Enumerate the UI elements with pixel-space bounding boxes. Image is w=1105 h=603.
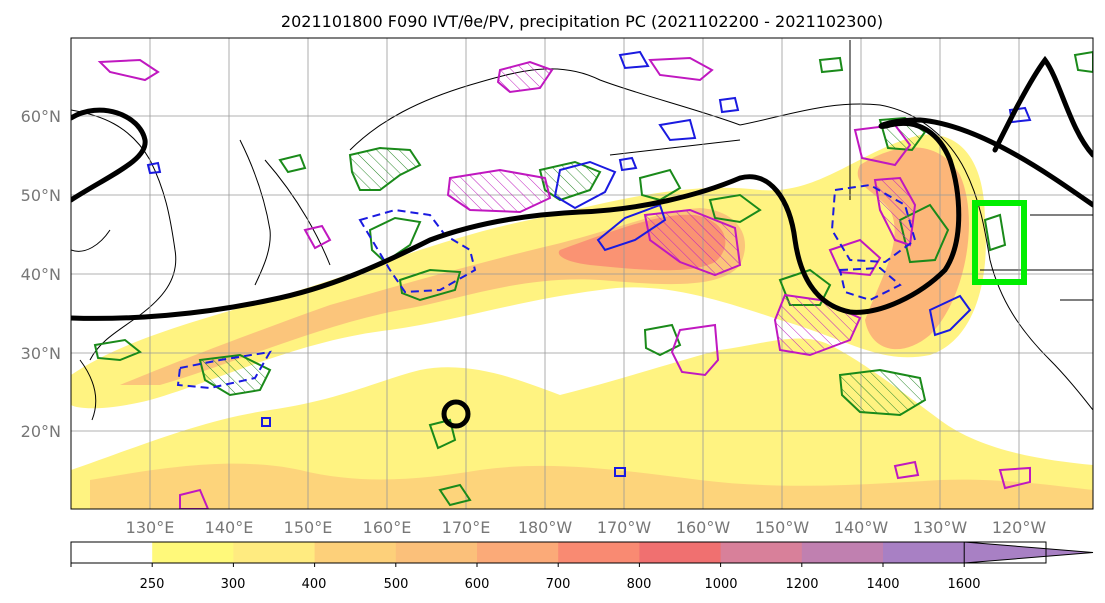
map-panel <box>70 37 1094 510</box>
colorbar-tick-label: 400 <box>302 577 327 592</box>
lon-label: 170°W <box>597 518 652 537</box>
colorbar-tick-label: 700 <box>546 577 571 592</box>
lon-label: 160°E <box>363 518 412 537</box>
colorbar-ticks <box>70 563 965 567</box>
colorbar-tick-label: 300 <box>221 577 246 592</box>
colorbar-cells <box>71 542 965 563</box>
ivt-band-south <box>71 338 1093 509</box>
lon-label: 170°E <box>442 518 491 537</box>
lat-label: 30°N <box>21 344 61 363</box>
colorbar: 250 300 400 500 600 700 800 1000 1200 14… <box>70 541 1094 592</box>
colorbar-cell <box>477 542 559 563</box>
region-highlight-box <box>972 200 1027 285</box>
theta-e-north <box>71 107 148 203</box>
colorbar-cell <box>801 542 884 563</box>
colorbar-cell <box>883 542 965 563</box>
lon-label: 130°E <box>126 518 175 537</box>
lat-label: 60°N <box>21 107 61 126</box>
colorbar-tick-labels: 250 300 400 500 600 700 800 1000 1200 14… <box>140 577 981 592</box>
colorbar-cell <box>558 542 640 563</box>
lon-label: 120°W <box>992 518 1047 537</box>
longitude-labels: 130°E 140°E 150°E 160°E 170°E 180°W 170°… <box>126 518 1047 537</box>
colorbar-cell <box>314 542 397 563</box>
colorbar-tick-label: 800 <box>627 577 652 592</box>
theta-e-contours <box>71 55 1093 429</box>
colorbar-tick-label: 1000 <box>704 577 737 592</box>
figure-title: 2021101800 F090 IVT/θe/PV, precipitation… <box>281 12 883 31</box>
colorbar-cell <box>720 542 803 563</box>
latitude-labels: 60°N 50°N 40°N 30°N 20°N <box>21 107 61 441</box>
lon-label: 140°W <box>834 518 889 537</box>
lat-label: 50°N <box>21 186 61 205</box>
colorbar-tick-label: 1600 <box>947 577 980 592</box>
ivt-band-south-core <box>90 463 1093 509</box>
lon-label: 150°W <box>755 518 810 537</box>
lat-label: 20°N <box>21 422 61 441</box>
lat-label: 40°N <box>21 265 61 284</box>
colorbar-cell <box>233 542 316 563</box>
colorbar-tick-label: 1400 <box>866 577 899 592</box>
colorbar-cell <box>152 542 234 563</box>
map-frame <box>70 37 1094 510</box>
theta-e-ring <box>441 399 471 429</box>
pv-contours-magenta <box>97 56 1031 509</box>
colorbar-tick-label: 600 <box>465 577 490 592</box>
pv-contours-blue <box>146 50 1032 477</box>
colorbar-cell <box>71 542 153 563</box>
lon-label: 140°E <box>205 518 254 537</box>
lon-label: 150°E <box>284 518 333 537</box>
lon-label: 130°W <box>913 518 968 537</box>
pv-contours-green <box>93 50 1093 507</box>
theta-e-main <box>71 117 1093 321</box>
lon-label: 160°W <box>676 518 731 537</box>
colorbar-cell <box>395 542 478 563</box>
colorbar-tick-label: 500 <box>384 577 409 592</box>
lon-label: 180°W <box>518 518 573 537</box>
colorbar-extend-arrow <box>963 541 1094 564</box>
colorbar-cell <box>639 542 722 563</box>
colorbar-tick-label: 1200 <box>785 577 818 592</box>
theta-e-northeast <box>992 55 1093 158</box>
colorbar-tick-label: 250 <box>140 577 165 592</box>
